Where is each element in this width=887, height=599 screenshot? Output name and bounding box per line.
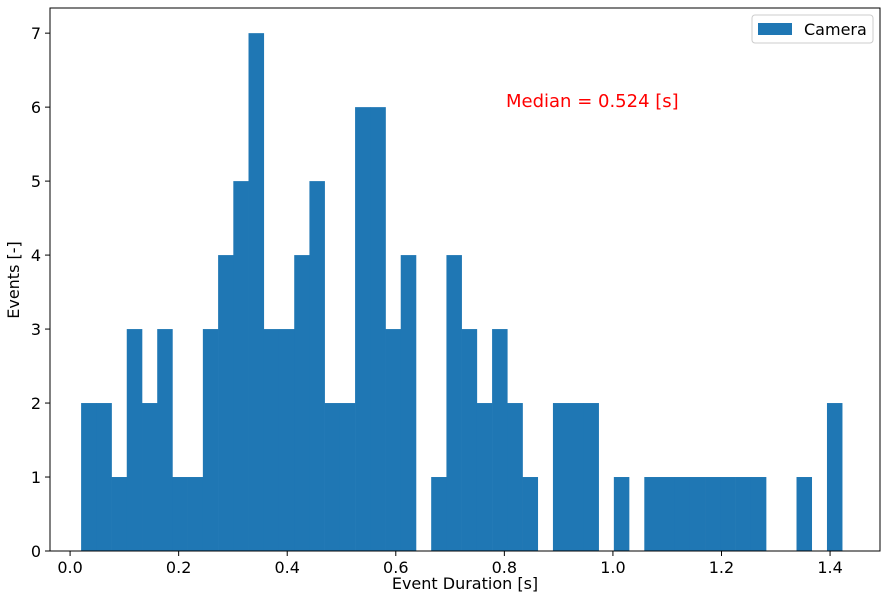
bar <box>248 33 265 551</box>
bar <box>355 107 371 551</box>
bar <box>552 403 569 551</box>
bar <box>96 403 112 551</box>
x-tick-label: 0.4 <box>274 558 299 577</box>
y-tick-label: 2 <box>31 394 41 413</box>
x-tick-label: 0.6 <box>383 558 408 577</box>
bar <box>431 477 447 551</box>
bar <box>522 477 539 551</box>
x-tick-label: 0.0 <box>57 558 82 577</box>
bar <box>370 107 386 551</box>
bar <box>187 477 204 551</box>
y-tick-label: 1 <box>31 468 41 487</box>
bar <box>400 255 417 551</box>
y-tick-label: 4 <box>31 246 41 265</box>
bar <box>324 403 341 551</box>
bar <box>705 477 721 551</box>
bar <box>644 477 660 551</box>
bar <box>735 477 752 551</box>
bar <box>674 477 691 551</box>
x-axis-label: Event Duration [s] <box>392 574 538 593</box>
bar <box>111 477 128 551</box>
bar <box>689 477 706 551</box>
y-tick-label: 3 <box>31 320 41 339</box>
annotation: Median = 0.524 [s] <box>506 91 679 112</box>
legend-label: Camera <box>804 20 867 39</box>
bar <box>339 403 356 551</box>
bar <box>172 477 188 551</box>
bar <box>659 477 676 551</box>
bar <box>720 477 736 551</box>
bar <box>613 477 630 551</box>
bar <box>750 477 767 551</box>
x-tick-label: 0.8 <box>492 558 517 577</box>
bar <box>202 329 219 551</box>
bar <box>233 181 249 551</box>
y-tick-label: 5 <box>31 172 41 191</box>
bar <box>583 403 599 551</box>
bar <box>81 403 97 551</box>
y-axis-label: Events [-] <box>4 241 23 319</box>
x-tick-label: 1.2 <box>709 558 734 577</box>
bar <box>218 255 234 551</box>
legend-swatch <box>758 23 792 35</box>
bar <box>446 255 462 551</box>
bar <box>142 403 158 551</box>
y-tick-label: 6 <box>31 98 41 117</box>
bar <box>385 329 402 551</box>
y-tick-label: 0 <box>31 542 41 561</box>
y-tick-label: 7 <box>31 24 41 43</box>
bar <box>461 329 478 551</box>
x-tick-label: 0.2 <box>166 558 191 577</box>
bar <box>492 329 508 551</box>
bar <box>278 329 295 551</box>
plot-frame <box>49 7 881 552</box>
bar <box>826 403 843 551</box>
bar <box>796 477 813 551</box>
x-tick-label: 1.4 <box>817 558 842 577</box>
legend-box <box>751 14 874 44</box>
bar <box>157 329 173 551</box>
bar <box>126 329 143 551</box>
bar <box>507 403 523 551</box>
bar <box>476 403 493 551</box>
bar <box>568 403 584 551</box>
bar <box>294 255 310 551</box>
bar <box>263 329 280 551</box>
x-tick-label: 1.0 <box>600 558 625 577</box>
bar <box>309 181 325 551</box>
